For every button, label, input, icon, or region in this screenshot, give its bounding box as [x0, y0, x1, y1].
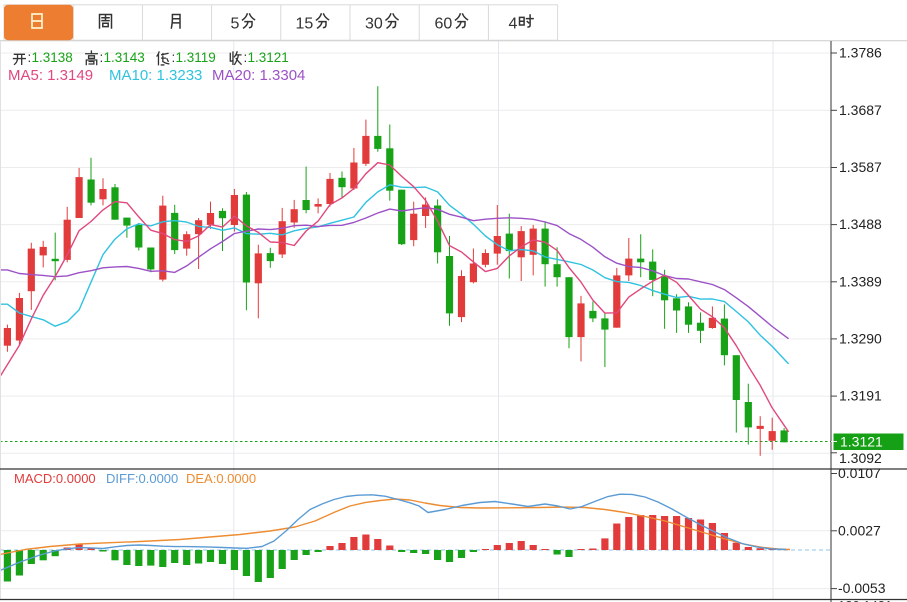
svg-text:1.3143: 1.3143	[104, 50, 145, 65]
svg-text:1.3687: 1.3687	[839, 102, 882, 118]
svg-text:MA5: 1.3149: MA5: 1.3149	[8, 67, 93, 84]
svg-text:4: 4	[509, 16, 518, 33]
svg-text:1.3121: 1.3121	[840, 434, 883, 450]
svg-text:MA10: 1.3233: MA10: 1.3233	[109, 67, 202, 84]
svg-text::: :	[244, 50, 248, 65]
svg-text:1.3488: 1.3488	[839, 216, 882, 232]
svg-text::: :	[28, 50, 32, 65]
svg-text:1.3119: 1.3119	[176, 50, 216, 65]
svg-text:-0.0053: -0.0053	[838, 580, 886, 596]
svg-text:1.3138: 1.3138	[32, 50, 73, 65]
svg-text:MACD:0.0000: MACD:0.0000	[14, 471, 96, 486]
svg-text:30: 30	[365, 16, 383, 33]
svg-text:15: 15	[296, 16, 314, 33]
svg-text:1.3786: 1.3786	[839, 45, 882, 61]
svg-text:1.3092: 1.3092	[839, 450, 882, 466]
svg-text::: :	[172, 50, 176, 65]
svg-text:0.0107: 0.0107	[838, 465, 881, 481]
svg-text:DIFF:0.0000: DIFF:0.0000	[106, 471, 178, 486]
svg-text:1.3121: 1.3121	[248, 50, 289, 65]
svg-text:5: 5	[231, 16, 240, 33]
svg-text:DEA:0.0000: DEA:0.0000	[186, 471, 256, 486]
svg-text::: :	[100, 50, 104, 65]
svg-text:1.3290: 1.3290	[839, 330, 882, 346]
svg-text:1.3191: 1.3191	[839, 388, 882, 404]
svg-text:0.0027: 0.0027	[838, 522, 881, 538]
svg-text:1.3587: 1.3587	[839, 159, 882, 175]
svg-text:MA20: 1.3304: MA20: 1.3304	[212, 67, 305, 84]
svg-text:60: 60	[435, 16, 453, 33]
svg-text:1.3389: 1.3389	[839, 273, 882, 289]
